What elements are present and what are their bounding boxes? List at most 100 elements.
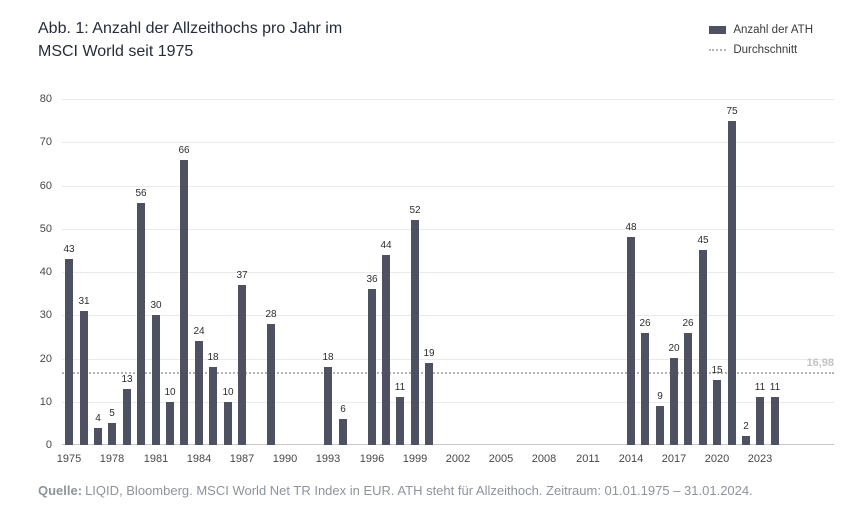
bar-2023	[756, 397, 764, 445]
bar-1983	[180, 160, 188, 445]
y-tick-label: 60	[39, 180, 52, 192]
legend-item-durchschnitt: Durchschnitt	[709, 44, 813, 56]
bar-value-1993: 18	[322, 352, 334, 363]
x-tick-1999: 1999	[402, 453, 428, 465]
bar-1982	[166, 402, 174, 445]
bar-value-1981: 30	[150, 300, 162, 311]
bar-value-1978: 5	[109, 408, 115, 419]
gridline	[62, 186, 834, 187]
bar-1986	[224, 402, 232, 445]
bar-value-1998: 11	[394, 382, 406, 393]
bar-2016	[656, 406, 664, 445]
bar-value-1977: 4	[95, 413, 101, 424]
bar-2018	[684, 333, 692, 445]
x-tick-2005: 2005	[488, 453, 514, 465]
y-tick-label: 80	[39, 93, 52, 105]
gridline	[62, 229, 834, 230]
gridline	[62, 359, 834, 360]
bar-1985	[209, 367, 217, 445]
bar-value-2021: 75	[726, 106, 738, 117]
bar-2019	[699, 250, 707, 445]
x-tick-1981: 1981	[143, 453, 169, 465]
x-tick-1996: 1996	[359, 453, 385, 465]
bar-value-1979: 13	[121, 374, 133, 385]
bar-1979	[123, 389, 131, 445]
bar-2022	[742, 436, 750, 445]
bar-value-2019: 45	[697, 235, 709, 246]
y-tick-label: 0	[45, 439, 52, 451]
bar-1977	[94, 428, 102, 445]
bar-2021	[728, 121, 736, 445]
bar-value-2015: 26	[639, 318, 651, 329]
bar-value-1986: 10	[222, 387, 234, 398]
bar-value-2000: 19	[423, 348, 435, 359]
legend-item-ath: Anzahl der ATH	[709, 24, 813, 36]
source-text: LIQID, Bloomberg. MSCI World Net TR Inde…	[85, 483, 753, 498]
bar-value-1994: 6	[340, 404, 346, 415]
x-tick-2014: 2014	[618, 453, 644, 465]
x-tick-1987: 1987	[229, 453, 255, 465]
x-tick-1993: 1993	[315, 453, 341, 465]
x-tick-1975: 1975	[56, 453, 82, 465]
bar-value-1985: 18	[207, 352, 219, 363]
bar-2020	[713, 380, 721, 445]
bar-1987	[238, 285, 246, 445]
bar-1984	[195, 341, 203, 445]
legend: Anzahl der ATH Durchschnitt	[709, 24, 813, 64]
bar-value-2014: 48	[625, 222, 637, 233]
chart-title: Abb. 1: Anzahl der Allzeithochs pro Jahr…	[38, 17, 342, 63]
x-tick-2011: 2011	[576, 453, 600, 465]
y-tick-label: 10	[39, 396, 52, 408]
bar-value-2023: 11	[754, 382, 766, 393]
x-tick-2008: 2008	[531, 453, 557, 465]
bar-1996	[368, 289, 376, 445]
x-tick-2023: 2023	[747, 453, 773, 465]
x-tick-1990: 1990	[272, 453, 298, 465]
bar-1980	[137, 203, 145, 445]
bar-value-2020: 15	[711, 365, 723, 376]
x-tick-1978: 1978	[99, 453, 125, 465]
gridline	[62, 272, 834, 273]
bar-2000	[425, 363, 433, 445]
legend-label-ath: Anzahl der ATH	[733, 24, 813, 36]
bar-value-1984: 24	[193, 326, 205, 337]
average-value-label: 16,98	[806, 357, 834, 369]
source-prefix: Quelle:	[38, 483, 83, 498]
bar-1999	[411, 220, 419, 445]
bar-1976	[80, 311, 88, 445]
bar-1978	[108, 423, 116, 445]
x-tick-2017: 2017	[661, 453, 687, 465]
x-tick-2020: 2020	[704, 453, 730, 465]
bar-1989	[267, 324, 275, 445]
bar-1994	[339, 419, 347, 445]
bar-1975	[65, 259, 73, 445]
bar-value-2022: 2	[743, 421, 749, 432]
bar-value-1996: 36	[366, 274, 378, 285]
chart-title-line2: MSCI World seit 1975	[38, 43, 194, 60]
gridline	[62, 402, 834, 403]
gridline	[62, 99, 834, 100]
y-tick-label: 30	[39, 309, 52, 321]
bar-value-1980: 56	[135, 188, 147, 199]
bar-2017	[670, 358, 678, 445]
plot-area: 0 10 20 30 40 50 60 70 80 16,98 43 31 4 5 13 56 30 10 66 24…	[40, 93, 834, 465]
bar-2014	[627, 237, 635, 445]
gridline	[62, 142, 834, 143]
bar-2024	[771, 397, 779, 445]
bar-value-1987: 37	[236, 270, 248, 281]
source-note: Quelle: LIQID, Bloomberg. MSCI World Net …	[38, 483, 753, 498]
bar-1993	[324, 367, 332, 445]
bar-value-1989: 28	[265, 309, 277, 320]
y-tick-label: 40	[39, 266, 52, 278]
bar-value-2024: 11	[769, 382, 781, 393]
bar-value-1982: 10	[164, 387, 176, 398]
y-tick-label: 50	[39, 223, 52, 235]
bar-value-1983: 66	[178, 145, 190, 156]
x-axis-line	[62, 444, 834, 445]
x-tick-2002: 2002	[445, 453, 471, 465]
bar-1998	[396, 397, 404, 445]
bar-1997	[382, 255, 390, 445]
bar-2015	[641, 333, 649, 445]
legend-label-durchschnitt: Durchschnitt	[733, 44, 798, 56]
